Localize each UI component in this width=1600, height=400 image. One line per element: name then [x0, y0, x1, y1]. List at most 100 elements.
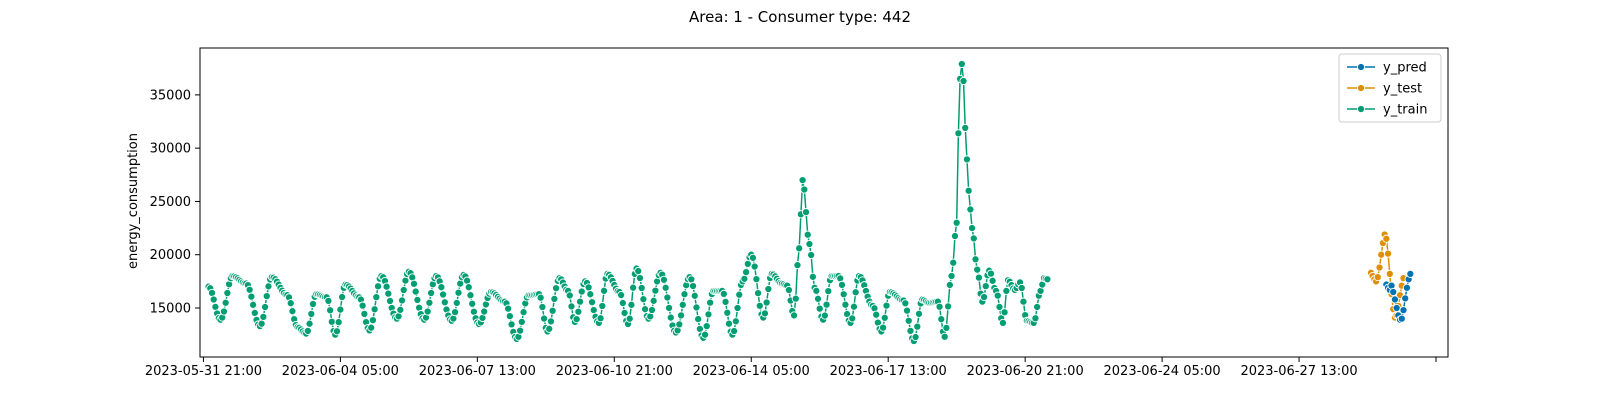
data-point — [901, 299, 910, 308]
data-point — [326, 306, 335, 315]
data-point — [468, 299, 477, 308]
data-point — [464, 283, 473, 292]
data-point — [617, 291, 626, 300]
data-point — [245, 285, 254, 294]
plot-area-frame — [199, 47, 1449, 358]
data-point — [675, 320, 684, 329]
data-point — [735, 290, 744, 299]
data-point — [740, 274, 749, 283]
data-point — [587, 298, 597, 307]
data-point — [370, 305, 379, 314]
data-point — [1384, 249, 1393, 258]
legend-marker — [1356, 104, 1366, 114]
data-point — [851, 288, 860, 297]
data-point — [247, 292, 256, 301]
data-point — [742, 268, 751, 277]
data-point — [687, 275, 696, 284]
legend-marker — [1356, 62, 1366, 72]
legend-item-y-train: y_train — [1347, 103, 1427, 118]
data-point — [784, 285, 793, 295]
data-point — [249, 300, 258, 309]
data-point — [211, 302, 220, 311]
data-point — [995, 302, 1004, 311]
data-point — [688, 281, 698, 291]
data-point — [880, 313, 889, 322]
data-point — [935, 302, 944, 311]
data-point — [962, 155, 972, 164]
data-point — [1373, 273, 1382, 282]
data-point — [966, 205, 975, 214]
data-point — [618, 298, 627, 308]
data-point — [661, 283, 670, 292]
data-point — [968, 224, 977, 233]
x-tick-label: 2023-06-17 13:00 — [830, 364, 947, 379]
data-point — [663, 293, 672, 302]
data-point — [625, 314, 634, 323]
data-point — [750, 262, 759, 271]
data-point — [586, 290, 595, 299]
data-point — [981, 282, 990, 291]
x-tick-label: 2023-06-14 05:00 — [693, 364, 810, 379]
data-point — [1401, 294, 1410, 303]
data-point — [1406, 269, 1415, 278]
data-point — [949, 258, 958, 267]
data-point — [1033, 302, 1042, 311]
data-point — [401, 276, 410, 285]
data-point — [1389, 287, 1398, 297]
data-point — [437, 283, 446, 292]
data-point — [649, 296, 658, 305]
data-point — [596, 314, 605, 323]
x-tick-label: 2023-06-24 05:00 — [1104, 364, 1221, 379]
data-point — [724, 319, 734, 328]
y-tick-label: 15000 — [150, 301, 191, 316]
data-point — [504, 304, 513, 313]
data-point — [839, 290, 848, 299]
data-point — [440, 298, 449, 307]
data-point — [959, 76, 968, 86]
data-point — [221, 298, 230, 307]
data-point — [805, 240, 814, 249]
x-tick-label: 2023-05-31 21:00 — [145, 364, 262, 379]
data-point — [451, 308, 460, 317]
data-point — [552, 284, 561, 293]
data-point — [466, 291, 475, 300]
data-point — [584, 283, 593, 292]
data-point — [665, 303, 674, 312]
data-point — [1031, 314, 1040, 323]
data-point — [986, 269, 995, 278]
data-point — [651, 286, 660, 295]
data-point — [808, 272, 817, 281]
data-point — [540, 314, 549, 323]
data-point — [517, 317, 526, 326]
data-point — [327, 317, 336, 326]
data-point — [598, 301, 607, 311]
data-point — [731, 317, 740, 326]
data-point — [305, 319, 314, 328]
data-point — [952, 218, 961, 227]
data-point — [659, 275, 668, 284]
data-point — [338, 293, 347, 302]
y-tick-label: 20000 — [150, 248, 191, 263]
data-point — [411, 287, 420, 296]
data-point — [574, 307, 583, 316]
data-point — [937, 315, 946, 324]
data-point — [385, 296, 395, 306]
legend-box — [1338, 53, 1442, 123]
data-point — [947, 271, 956, 281]
data-point — [572, 315, 581, 324]
legend-item-y-test: y_test — [1347, 82, 1422, 97]
data-point — [690, 291, 699, 300]
data-point — [721, 297, 730, 306]
data-point — [427, 288, 436, 298]
data-point — [801, 208, 811, 217]
data-point — [397, 296, 407, 305]
data-point — [848, 314, 857, 323]
data-point — [957, 59, 966, 69]
data-point — [1399, 306, 1408, 315]
data-point — [813, 294, 823, 303]
data-point — [1375, 263, 1384, 272]
data-point — [336, 305, 345, 314]
data-point — [372, 293, 381, 302]
series-layer — [204, 59, 1415, 346]
data-point — [599, 286, 609, 295]
